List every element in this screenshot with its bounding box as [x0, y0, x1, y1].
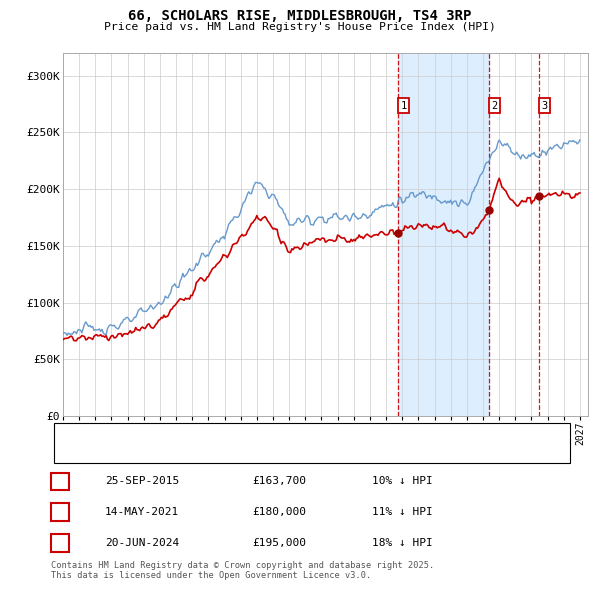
Text: Contains HM Land Registry data © Crown copyright and database right 2025.
This d: Contains HM Land Registry data © Crown c…	[51, 561, 434, 581]
Bar	[398, 53, 489, 416]
Bar	[539, 53, 588, 416]
Text: 3: 3	[56, 538, 64, 548]
Text: HPI: Average price, detached house, Middlesbrough: HPI: Average price, detached house, Midd…	[95, 447, 389, 457]
Text: 10% ↓ HPI: 10% ↓ HPI	[372, 477, 433, 486]
Text: 3: 3	[541, 101, 548, 111]
Text: 66, SCHOLARS RISE, MIDDLESBROUGH, TS4 3RP: 66, SCHOLARS RISE, MIDDLESBROUGH, TS4 3R…	[128, 9, 472, 24]
Text: 18% ↓ HPI: 18% ↓ HPI	[372, 538, 433, 548]
Text: 25-SEP-2015: 25-SEP-2015	[105, 477, 179, 486]
Text: £163,700: £163,700	[252, 477, 306, 486]
Text: £195,000: £195,000	[252, 538, 306, 548]
Text: 20-JUN-2024: 20-JUN-2024	[105, 538, 179, 548]
Text: 1: 1	[400, 101, 407, 111]
Text: £180,000: £180,000	[252, 507, 306, 517]
Text: 2: 2	[491, 101, 497, 111]
Text: 66, SCHOLARS RISE, MIDDLESBROUGH, TS4 3RP (detached house): 66, SCHOLARS RISE, MIDDLESBROUGH, TS4 3R…	[95, 430, 443, 440]
Text: Price paid vs. HM Land Registry's House Price Index (HPI): Price paid vs. HM Land Registry's House …	[104, 22, 496, 32]
Text: 2: 2	[56, 507, 64, 517]
Bar	[539, 53, 588, 416]
Text: 11% ↓ HPI: 11% ↓ HPI	[372, 507, 433, 517]
Text: 14-MAY-2021: 14-MAY-2021	[105, 507, 179, 517]
Text: 1: 1	[56, 477, 64, 486]
